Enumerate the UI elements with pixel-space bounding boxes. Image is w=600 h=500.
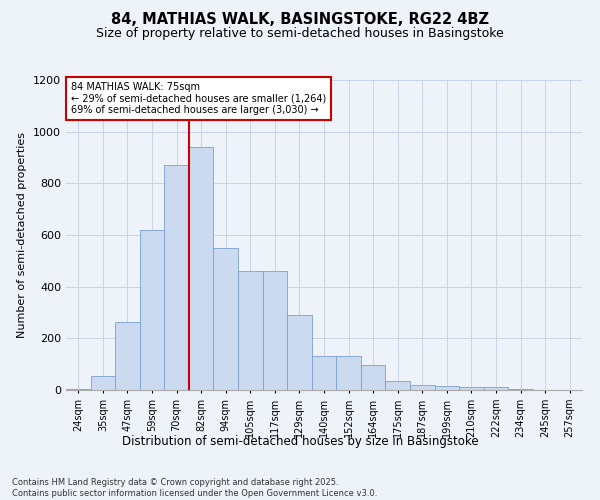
- Text: 84, MATHIAS WALK, BASINGSTOKE, RG22 4BZ: 84, MATHIAS WALK, BASINGSTOKE, RG22 4BZ: [111, 12, 489, 28]
- Bar: [66, 388, 91, 390]
- Bar: [214, 248, 238, 390]
- Bar: [312, 356, 336, 390]
- Bar: [189, 147, 214, 390]
- Bar: [263, 271, 287, 390]
- Bar: [336, 356, 361, 390]
- Bar: [287, 315, 312, 390]
- Bar: [434, 386, 459, 390]
- Text: Distribution of semi-detached houses by size in Basingstoke: Distribution of semi-detached houses by …: [122, 435, 478, 448]
- Bar: [238, 271, 263, 390]
- Text: Contains HM Land Registry data © Crown copyright and database right 2025.
Contai: Contains HM Land Registry data © Crown c…: [12, 478, 377, 498]
- Text: 84 MATHIAS WALK: 75sqm
← 29% of semi-detached houses are smaller (1,264)
69% of : 84 MATHIAS WALK: 75sqm ← 29% of semi-det…: [71, 82, 326, 115]
- Bar: [115, 322, 140, 390]
- Bar: [164, 165, 189, 390]
- Y-axis label: Number of semi-detached properties: Number of semi-detached properties: [17, 132, 28, 338]
- Bar: [361, 366, 385, 390]
- Bar: [410, 385, 434, 390]
- Bar: [484, 388, 508, 390]
- Bar: [140, 230, 164, 390]
- Bar: [508, 388, 533, 390]
- Bar: [385, 381, 410, 390]
- Text: Size of property relative to semi-detached houses in Basingstoke: Size of property relative to semi-detach…: [96, 28, 504, 40]
- Bar: [459, 388, 484, 390]
- Bar: [91, 376, 115, 390]
